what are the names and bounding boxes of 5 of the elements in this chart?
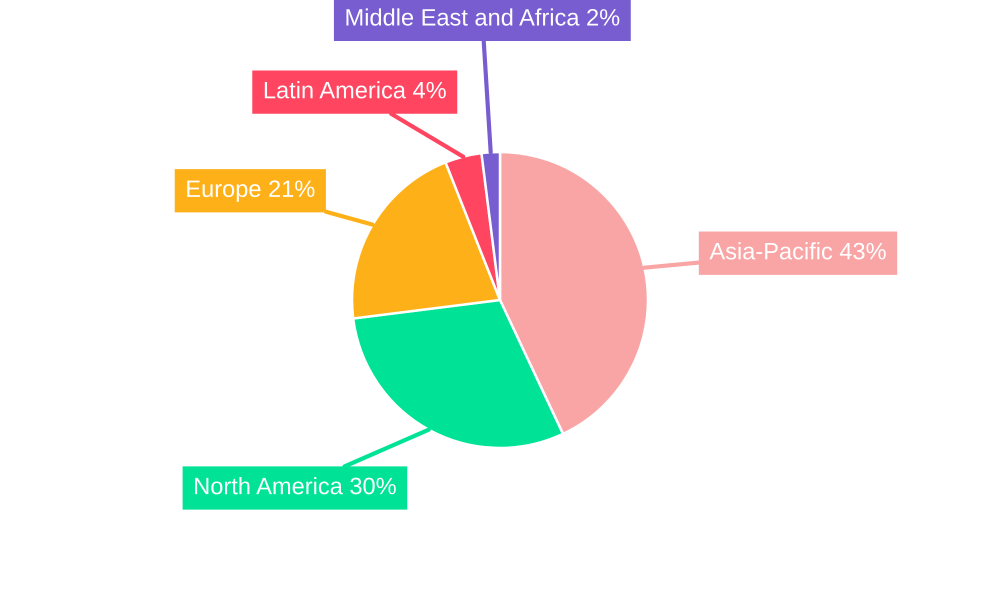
slice-label: Latin America 4% <box>264 81 446 98</box>
slice-label: Europe 21% <box>187 180 314 202</box>
slice-label: North America 30% <box>195 477 396 494</box>
slice-label: Asia-Pacific 43% <box>709 242 886 260</box>
slice-label: Middle East and Africa 2% <box>346 8 620 26</box>
